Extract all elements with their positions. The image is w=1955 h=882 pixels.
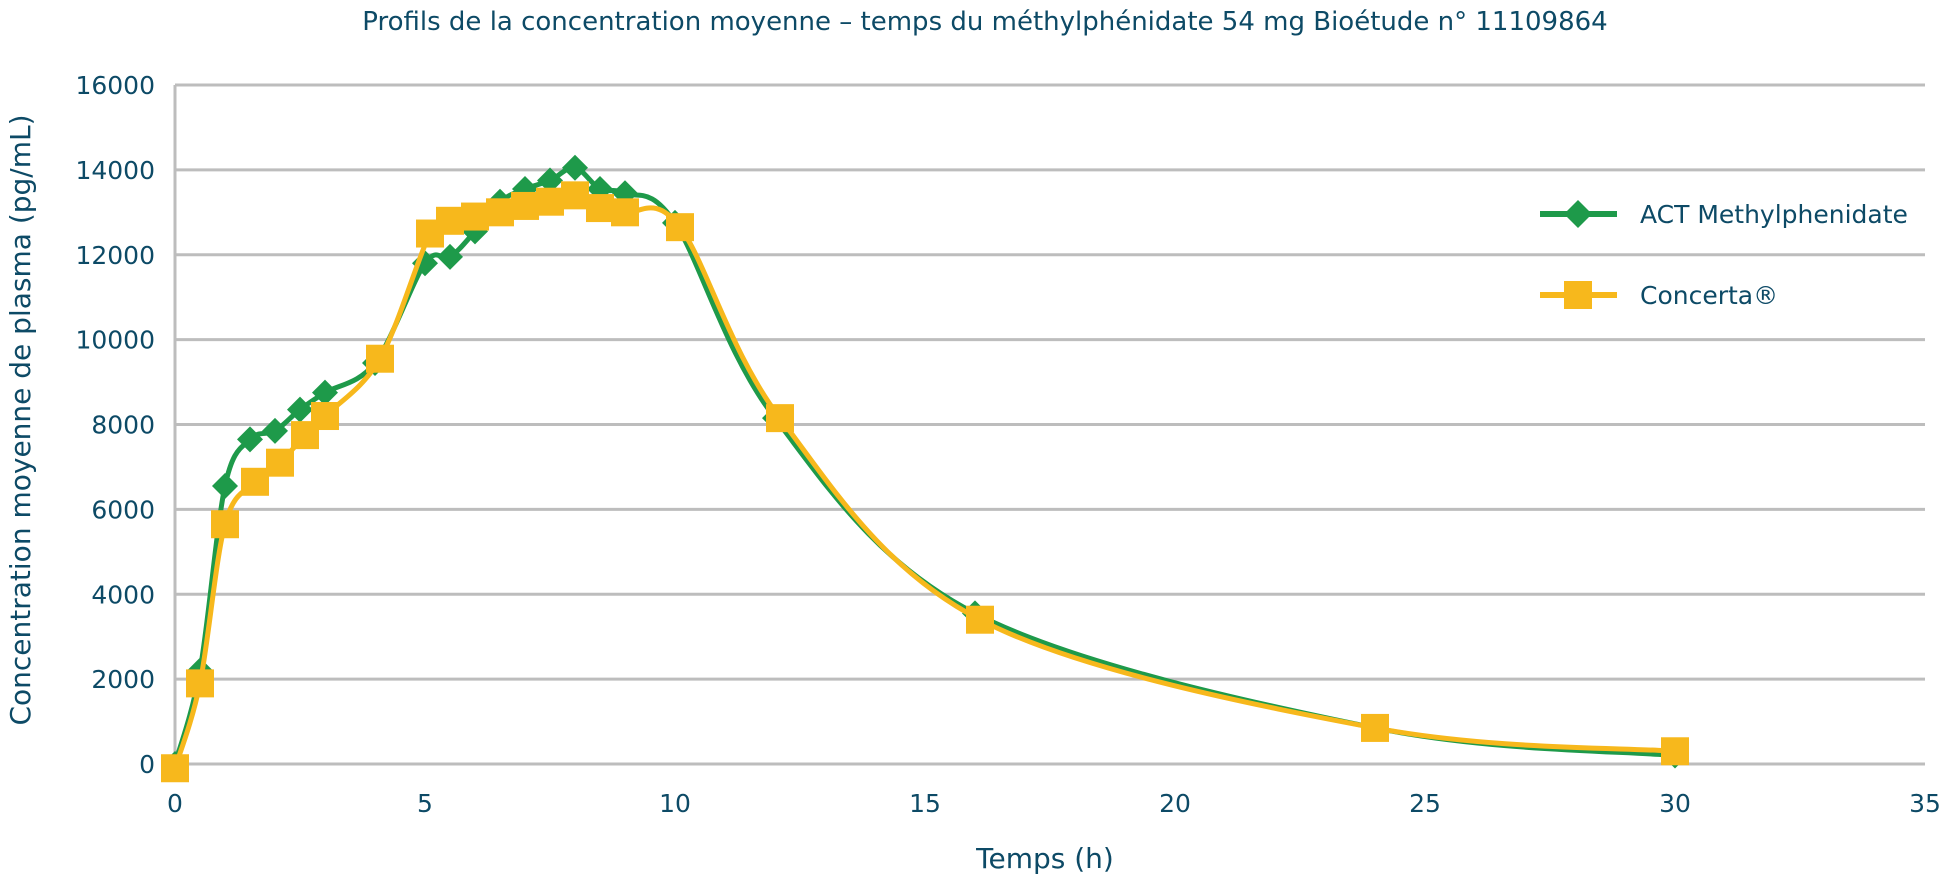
legend-item-act: ACT Methylphenidate xyxy=(1540,200,1908,229)
y-axis-tick-labels: 0 2000 4000 6000 8000 10000 12000 14000 16000 xyxy=(75,71,155,779)
legend: ACT Methylphenidate Concerta® xyxy=(1540,200,1908,310)
series-layer xyxy=(161,154,1689,783)
legend-item-concerta: Concerta® xyxy=(1540,281,1778,310)
x-axis-tick-labels: 0 5 10 15 20 25 30 35 xyxy=(167,789,1941,818)
x-tick-label: 25 xyxy=(1409,789,1441,818)
x-tick-label: 5 xyxy=(417,789,433,818)
series-concerta xyxy=(161,181,1689,783)
data-point-square xyxy=(241,467,269,496)
data-point-square xyxy=(766,404,794,433)
y-tick-label: 10000 xyxy=(75,326,155,355)
data-point-diamond xyxy=(212,473,238,500)
series-line xyxy=(172,192,1676,769)
data-point-diamond xyxy=(237,426,263,453)
data-point-square xyxy=(666,213,694,242)
data-point-square xyxy=(561,181,589,210)
y-tick-label: 16000 xyxy=(75,71,155,100)
data-point-square xyxy=(461,202,489,231)
x-tick-label: 30 xyxy=(1659,789,1691,818)
data-point-diamond xyxy=(312,379,338,406)
data-point-square xyxy=(211,510,239,539)
legend-label-act: ACT Methylphenidate xyxy=(1640,200,1908,229)
data-point-square xyxy=(611,198,639,227)
data-point-square xyxy=(161,754,189,783)
data-point-square xyxy=(586,194,614,223)
legend-marker-concerta xyxy=(1564,281,1592,309)
x-axis-title: Temps (h) xyxy=(975,842,1114,875)
x-tick-label: 20 xyxy=(1159,789,1191,818)
x-tick-label: 0 xyxy=(167,789,183,818)
data-point-square xyxy=(966,605,994,634)
data-point-square xyxy=(1661,737,1689,766)
data-point-square xyxy=(511,191,539,220)
y-tick-label: 2000 xyxy=(91,665,155,694)
y-axis-title: Concentration moyenne de plasma (pg/mL) xyxy=(4,114,37,725)
y-tick-label: 14000 xyxy=(75,156,155,185)
data-point-square xyxy=(366,344,394,373)
data-point-square xyxy=(536,187,564,216)
data-point-diamond xyxy=(537,167,563,194)
data-point-diamond xyxy=(437,243,463,270)
y-tick-label: 0 xyxy=(139,750,155,779)
y-tick-label: 6000 xyxy=(91,495,155,524)
legend-marker-act xyxy=(1564,200,1592,228)
chart-title: Profils de la concentration moyenne – te… xyxy=(362,7,1607,37)
legend-label-concerta: Concerta® xyxy=(1640,281,1778,310)
data-point-diamond xyxy=(412,250,438,277)
y-tick-label: 12000 xyxy=(75,241,155,270)
data-point-square xyxy=(1361,713,1389,742)
x-tick-label: 15 xyxy=(909,789,941,818)
series-line xyxy=(172,165,1676,765)
y-tick-label: 8000 xyxy=(91,411,155,440)
data-point-square xyxy=(486,198,514,227)
data-point-square xyxy=(311,402,339,431)
data-point-diamond xyxy=(287,396,313,423)
y-tick-label: 4000 xyxy=(91,580,155,609)
data-point-diamond xyxy=(562,154,588,181)
data-point-diamond xyxy=(262,417,288,444)
data-point-square xyxy=(436,206,464,235)
x-tick-label: 35 xyxy=(1909,789,1941,818)
data-point-square xyxy=(266,448,294,477)
x-tick-label: 10 xyxy=(659,789,691,818)
gridlines xyxy=(175,83,1925,766)
series-act-methylphenidate xyxy=(162,154,1688,777)
data-point-square xyxy=(186,669,214,698)
